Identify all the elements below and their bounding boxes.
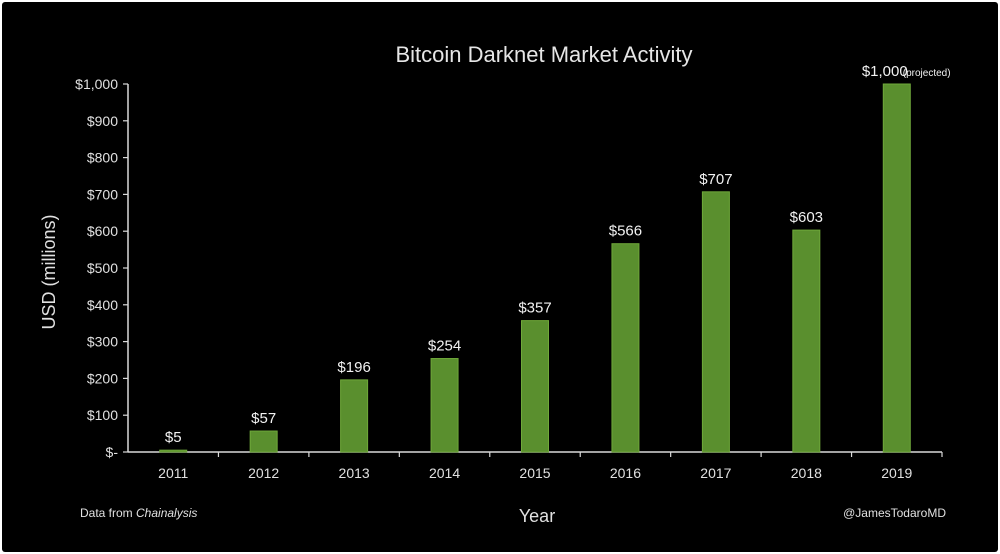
y-tick-label: $700 [87, 186, 118, 202]
bar [521, 320, 549, 453]
x-tick-label: 2011 [158, 465, 188, 481]
bar [430, 358, 459, 453]
data-label: $196 [337, 359, 370, 376]
source-note: Data from Chainalysis [80, 506, 197, 520]
x-tick-label: 2017 [700, 465, 731, 481]
y-tick-label: $500 [87, 260, 118, 276]
source-prefix: Data from [80, 506, 136, 520]
y-tick-label: $600 [87, 223, 118, 239]
data-label: $566 [609, 223, 642, 240]
bar [701, 191, 730, 453]
data-label: $707 [699, 171, 732, 188]
x-tick-label: 2013 [339, 465, 370, 481]
data-label: $5 [165, 429, 182, 446]
y-tick-label: $800 [87, 150, 118, 166]
bar [792, 229, 821, 453]
data-labels: $5 $57 $196 $254 $357 $566 $707 $603 $1,000(proj… [165, 63, 951, 446]
x-tick-label: 2019 [881, 465, 912, 481]
bar [882, 83, 911, 453]
x-axis-ticks: 2011 2012 2013 2014 2015 2016 2017 2018 2019 [158, 452, 943, 481]
bar [159, 449, 188, 453]
y-axis-ticks: $- $100 $200 $300 $400 $500 $600 $700 $800 $900 $1… [75, 76, 128, 460]
data-label: $603 [790, 209, 823, 226]
x-tick-label: 2015 [519, 465, 550, 481]
x-tick-label: 2012 [248, 465, 279, 481]
source-name: Chainalysis [136, 506, 197, 520]
y-tick-label: $1,000 [75, 76, 118, 92]
y-tick-label: $300 [87, 334, 118, 350]
bar-series [159, 83, 911, 453]
x-tick-label: 2018 [791, 465, 822, 481]
data-label: $1,000 [862, 63, 908, 80]
y-tick-label: $- [106, 444, 119, 460]
bar [340, 379, 369, 453]
data-label: $57 [251, 410, 276, 427]
x-tick-label: 2014 [429, 465, 460, 481]
author-credit: @JamesTodaroMD [843, 506, 946, 520]
x-tick-label: 2016 [610, 465, 641, 481]
bar [249, 430, 278, 453]
y-tick-label: $100 [87, 407, 118, 423]
y-tick-label: $900 [87, 113, 118, 129]
chart-title: Bitcoin Darknet Market Activity [395, 42, 692, 67]
data-label: $357 [518, 300, 551, 317]
data-label: $254 [428, 338, 461, 355]
x-axis-title: Year [519, 506, 555, 526]
y-tick-label: $400 [87, 297, 118, 313]
y-tick-label: $200 [87, 370, 118, 386]
bar [611, 243, 640, 453]
y-axis-title: USD (millions) [39, 214, 59, 329]
projected-note: (projected) [903, 68, 951, 79]
